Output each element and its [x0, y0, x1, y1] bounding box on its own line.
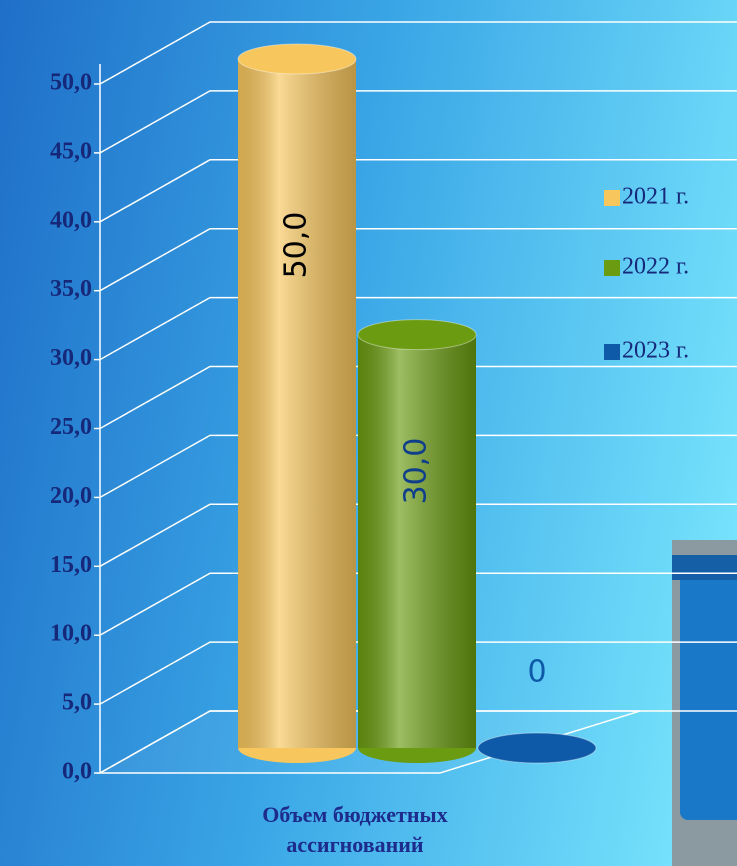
- grid-line: [99, 159, 737, 223]
- bar: [357, 319, 477, 763]
- y-tick-label: 40,0: [50, 207, 92, 233]
- y-tick-label: 10,0: [50, 621, 92, 647]
- legend-label: 2023 г.: [622, 338, 689, 364]
- bin-picture: [672, 540, 737, 866]
- legend-label: 2021 г.: [622, 184, 689, 210]
- grid-line: [99, 641, 737, 705]
- bar-shade: [358, 334, 476, 748]
- value-label: 30,0: [399, 438, 434, 505]
- value-label: 0: [527, 655, 546, 690]
- legend-swatch: [604, 344, 620, 360]
- grid-line: [99, 90, 737, 154]
- value-label: 50,0: [279, 212, 314, 279]
- y-tick-label: 25,0: [50, 414, 92, 440]
- y-tick-label: 5,0: [62, 690, 92, 716]
- grid-line: [99, 227, 737, 292]
- y-tick-label: 45,0: [50, 138, 92, 164]
- bar-top: [477, 732, 597, 764]
- bar-top: [357, 319, 477, 351]
- y-tick-label: 20,0: [50, 483, 92, 509]
- bar-top: [237, 43, 357, 75]
- grid-line: [99, 21, 737, 85]
- y-tick-label: 30,0: [50, 345, 92, 371]
- grid-line: [99, 572, 737, 636]
- grid-line: [99, 296, 737, 361]
- y-tick-label: 0,0: [62, 759, 92, 785]
- bar: [477, 732, 597, 764]
- x-tick-label: Объем бюджетных ассигнований: [262, 802, 448, 857]
- bar-shade: [238, 59, 356, 748]
- grid-line: [99, 503, 737, 567]
- grid-line: [99, 365, 737, 430]
- legend-swatch: [604, 260, 620, 276]
- legend-swatch: [604, 190, 620, 206]
- y-tick-label: 50,0: [50, 70, 92, 96]
- grid-line: [99, 434, 737, 499]
- y-tick-label: 15,0: [50, 552, 92, 578]
- legend-label: 2022 г.: [622, 254, 689, 280]
- bar: [237, 43, 357, 763]
- grid-line: [99, 710, 737, 774]
- y-tick-label: 35,0: [50, 276, 92, 302]
